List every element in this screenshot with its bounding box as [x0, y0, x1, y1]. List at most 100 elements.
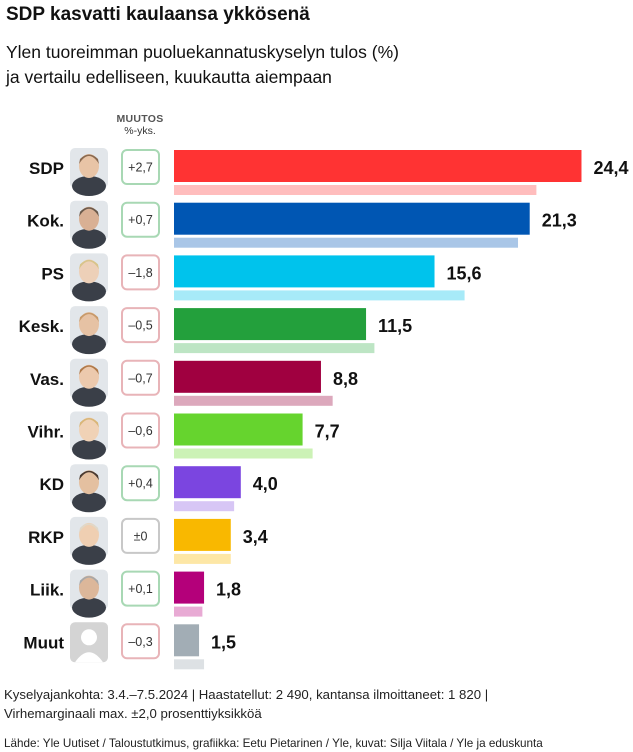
chart-subtitle: Ylen tuoreimman puoluekannatuskyselyn tu…	[6, 40, 566, 90]
avatar-face	[79, 522, 99, 547]
value-label: 24,4	[593, 158, 628, 178]
bar-current	[174, 466, 241, 499]
change-value: +0,1	[128, 582, 153, 596]
avatar-shoulders	[72, 386, 106, 407]
change-box	[121, 254, 160, 291]
avatar-shoulders	[72, 492, 106, 513]
avatar-hair	[79, 365, 99, 375]
change-box	[121, 201, 160, 238]
survey-info-line-2: Virhemarginaali max. ±2,0 prosenttiyksik…	[4, 706, 262, 721]
bar-current	[174, 255, 435, 288]
bar-current	[174, 571, 205, 604]
avatar-hair	[79, 576, 99, 586]
bar-current	[174, 413, 303, 446]
change-value: –0,5	[128, 319, 152, 333]
subtitle-line-1: Ylen tuoreimman puoluekannatuskyselyn tu…	[6, 42, 399, 62]
bar-previous	[174, 448, 313, 459]
bar-current	[174, 624, 200, 657]
bar-previous	[174, 395, 333, 406]
change-box	[121, 412, 160, 449]
party-label: KD	[39, 475, 64, 494]
avatar-face	[79, 154, 99, 178]
party-label: Muut	[23, 633, 64, 652]
avatar-shoulders	[72, 544, 106, 565]
bar-current	[174, 202, 530, 235]
change-value: +2,7	[128, 161, 153, 175]
change-value: –0,3	[128, 635, 152, 649]
subtitle-line-2: ja vertailu edelliseen, kuukautta aiempa…	[6, 67, 332, 87]
party-label: SDP	[29, 159, 64, 178]
change-value: +0,4	[128, 477, 153, 491]
change-header-label: MUUTOS	[116, 113, 164, 125]
bar-current	[174, 150, 582, 182]
avatar-face	[79, 364, 99, 389]
change-box	[121, 517, 160, 554]
source-credit: Lähde: Yle Uutiset / Taloustutkimus, gra…	[4, 737, 543, 750]
chart-title: SDP kasvatti kaulaansa ykkösenä	[6, 4, 310, 25]
change-value: –0,6	[128, 424, 152, 438]
value-label: 7,7	[315, 422, 340, 442]
survey-info: Kyselyajankohta: 3.4.–7.5.2024 | Haastat…	[4, 685, 629, 723]
avatar-hair	[79, 154, 99, 164]
avatar-face	[79, 259, 99, 284]
value-label: 3,4	[243, 527, 268, 547]
change-box	[121, 149, 160, 185]
avatar-face	[79, 417, 99, 442]
change-value: –0,7	[128, 371, 152, 385]
avatar-face	[79, 312, 99, 337]
value-label: 8,8	[333, 369, 358, 389]
avatar-shoulders	[72, 439, 106, 460]
avatar-placeholder-head	[81, 629, 97, 646]
survey-info-line-1: Kyselyajankohta: 3.4.–7.5.2024 | Haastat…	[4, 687, 489, 702]
avatar-shoulders	[72, 334, 106, 355]
change-column-header: MUUTOS %-yks.	[104, 113, 176, 137]
bar-current	[174, 518, 231, 551]
value-label: 1,5	[211, 632, 236, 652]
value-label: 21,3	[542, 211, 577, 231]
change-box	[121, 359, 160, 396]
bar-previous	[174, 290, 465, 301]
party-label: Kesk.	[19, 317, 64, 336]
avatar-shoulders	[72, 597, 106, 618]
value-label: 4,0	[253, 474, 278, 494]
change-box	[121, 307, 160, 344]
avatar-shoulders	[72, 228, 106, 249]
bar-previous	[174, 501, 235, 512]
change-box	[121, 465, 160, 502]
bar-previous	[174, 606, 203, 617]
bar-previous	[174, 659, 205, 670]
bar-previous	[174, 343, 375, 354]
bar-previous	[174, 185, 537, 195]
avatar-hair	[79, 470, 99, 481]
party-label: Vihr.	[27, 423, 64, 442]
avatar-hair	[79, 418, 99, 428]
avatar-face	[79, 470, 99, 495]
value-label: 1,8	[216, 580, 241, 600]
change-value: ±0	[134, 529, 148, 543]
value-label: 15,6	[447, 263, 482, 283]
bar-current	[174, 360, 321, 393]
bar-previous	[174, 237, 519, 248]
party-label: Vas.	[30, 370, 64, 389]
avatar-shoulders	[72, 281, 106, 302]
avatar-shoulders	[72, 176, 106, 196]
party-label: Liik.	[30, 581, 64, 600]
change-header-unit: %-yks.	[124, 125, 156, 137]
avatar-placeholder-body	[75, 652, 103, 663]
change-box	[121, 623, 160, 660]
bar-current	[174, 308, 367, 341]
change-value: –1,8	[128, 266, 152, 280]
bar-chart: SDP +2,7 24,4 Kok. +0,7 21,3 PS –1,8 15,6 Kesk. –0…	[19, 148, 629, 670]
avatar-face	[79, 206, 99, 231]
party-label: RKP	[28, 528, 64, 547]
value-label: 11,5	[378, 316, 412, 336]
avatar-face	[79, 575, 99, 600]
change-box	[121, 570, 160, 607]
avatar-hair	[79, 312, 99, 323]
bar-previous	[174, 553, 231, 564]
avatar-hair	[79, 259, 99, 270]
avatar-hair	[79, 523, 99, 533]
avatar-hair	[79, 207, 99, 217]
change-value: +0,7	[128, 213, 153, 227]
party-label: Kok.	[27, 212, 64, 231]
